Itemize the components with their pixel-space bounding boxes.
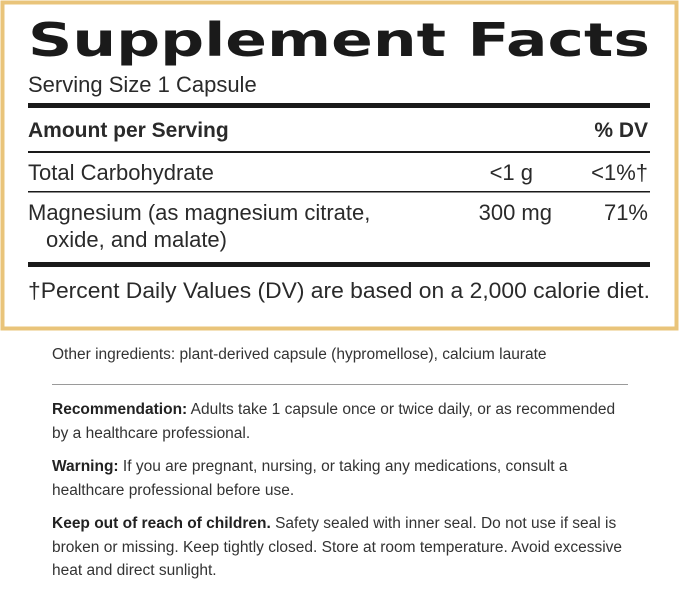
note: Keep out of reach of children. Safety se… <box>52 512 624 583</box>
footnote: †Percent Daily Values (DV) are based on … <box>28 278 650 303</box>
notes: Recommendation: Adults take 1 capsule on… <box>52 398 624 593</box>
serving-size: Serving Size 1 Capsule <box>28 72 257 97</box>
row-name: Total Carbohydrate <box>28 160 214 185</box>
note: Recommendation: Adults take 1 capsule on… <box>52 398 624 445</box>
rule <box>28 191 650 193</box>
note-text: Adults take 1 capsule once or twice dail… <box>52 401 616 442</box>
note-label: Warning: <box>52 458 119 475</box>
row-amount: <1 g <box>490 160 533 185</box>
row-dv: <1%† <box>591 160 648 185</box>
row-amount: 300 mg <box>479 200 552 225</box>
note-label: Recommendation: <box>52 401 188 418</box>
title: Supplement Facts <box>28 13 650 67</box>
other-ingredients: Other ingredients: plant-derived capsule… <box>52 346 547 363</box>
header-dv: % DV <box>594 119 648 142</box>
row-name: Magnesium (as magnesium citrate, <box>28 200 370 225</box>
thick-rule <box>28 103 650 108</box>
divider <box>52 384 628 385</box>
panel-border <box>0 0 679 331</box>
row-name: oxide, and malate) <box>46 227 227 252</box>
note: Warning: If you are pregnant, nursing, o… <box>52 455 624 502</box>
row-dv: 71% <box>604 200 648 225</box>
supplement-facts-panel: Supplement Facts Serving Size 1 Capsule … <box>0 0 679 331</box>
header-amount: Amount per Serving <box>28 119 229 142</box>
thick-rule <box>28 262 650 267</box>
rule <box>28 151 650 153</box>
note-text: If you are pregnant, nursing, or taking … <box>52 458 568 499</box>
note-text: Safety sealed with inner seal. Do not us… <box>52 515 623 579</box>
note-label: Keep out of reach of children. <box>52 515 271 532</box>
